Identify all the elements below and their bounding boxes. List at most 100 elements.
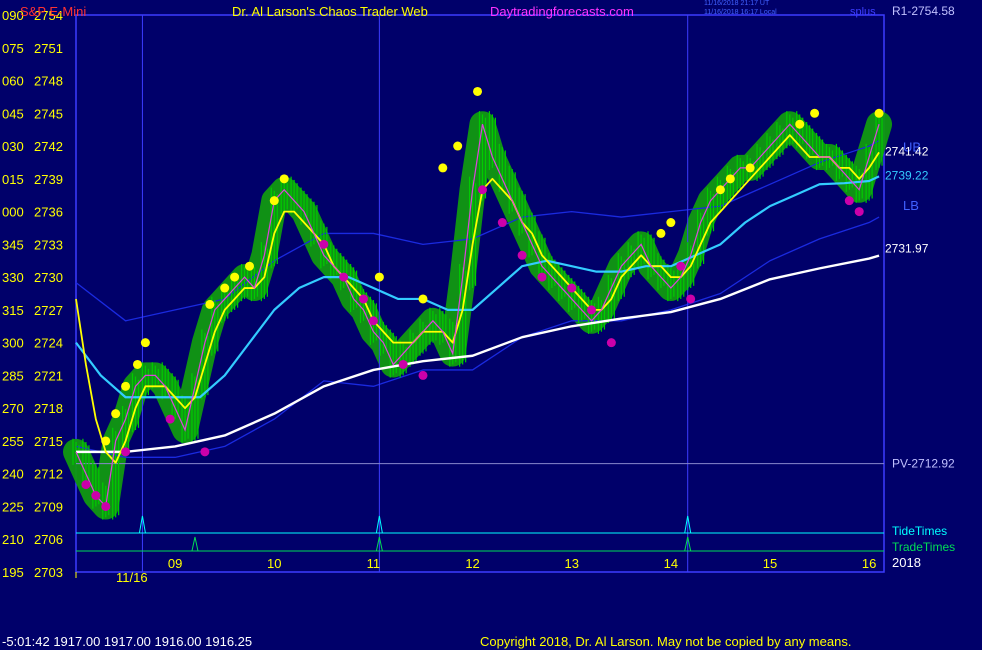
tide-spike: [684, 515, 692, 534]
y-tick-right: 2730: [34, 270, 63, 285]
high-dot: [874, 108, 884, 118]
y-tick-right: 2703: [34, 565, 63, 580]
y-tick-left: 270: [2, 401, 24, 416]
pv-level-label: PV-2712.92: [892, 457, 955, 471]
high-dot: [111, 409, 121, 419]
y-tick-left: 240: [2, 467, 24, 482]
fast-line: [75, 134, 880, 464]
low-dot: [854, 207, 864, 217]
low-dot: [606, 338, 616, 348]
low-dot: [686, 294, 696, 304]
y-tick-right: 2712: [34, 467, 63, 482]
y-axis-labels: 195 2703 210 2706 225 2709 240 2712 255 2715 270 27…: [2, 8, 63, 580]
low-dot: [91, 491, 101, 501]
low-dot: [200, 447, 210, 457]
y-tick-right: 2733: [34, 237, 63, 252]
x-tick-label: 09: [168, 556, 182, 571]
tide-spike: [375, 515, 383, 534]
timing-spikes: [76, 515, 884, 552]
x-tick-label: 16: [862, 556, 876, 571]
y-tick-left: 300: [2, 336, 24, 351]
high-dot: [269, 196, 279, 206]
low-dot: [398, 359, 408, 369]
high-dot: [715, 185, 725, 195]
x-tick-label: 14: [664, 556, 678, 571]
x-tick-label: 12: [465, 556, 479, 571]
high-dot: [453, 141, 463, 151]
low-dot: [339, 272, 349, 282]
y-tick-right: 2742: [34, 139, 63, 154]
y-tick-left: 075: [2, 41, 24, 56]
year-label: 2018: [892, 555, 921, 570]
high-dot: [438, 163, 448, 173]
high-dot: [121, 381, 131, 391]
slow-line: [76, 254, 880, 454]
x-tick-label: 15: [763, 556, 777, 571]
y-tick-right: 2745: [34, 106, 63, 121]
copyright-text: Copyright 2018, Dr. Al Larson. May not b…: [480, 634, 852, 649]
moving-averages: [75, 123, 880, 508]
low-dot: [676, 261, 686, 271]
y-tick-right: 2754: [34, 8, 63, 23]
low-dot: [844, 196, 854, 206]
low-dot: [368, 316, 378, 326]
plot-frame: [75, 14, 885, 573]
instrument-label: S&P E-Mini: [20, 4, 87, 19]
y-tick-left: 210: [2, 532, 24, 547]
trade-spike: [684, 536, 692, 552]
lb-line: [75, 216, 880, 458]
high-dot: [418, 294, 428, 304]
ub-label: UB: [903, 140, 921, 155]
ub-line: [75, 140, 880, 322]
trade-spike: [191, 536, 199, 552]
x-tick-label: 10: [267, 556, 281, 571]
timestamp-ut: 11/16/2018 21:17 UT: [704, 0, 770, 7]
low-dot: [497, 218, 507, 228]
x-tick-label: 13: [564, 556, 578, 571]
y-tick-left: 060: [2, 74, 24, 89]
y-tick-left: 330: [2, 270, 24, 285]
y-tick-left: 090: [2, 8, 24, 23]
date-label: 11/16: [116, 570, 148, 585]
x-axis-labels: 09 10 11 12 13 14 15 16 11/16 2018: [75, 555, 921, 585]
candle-glow: [63, 111, 893, 520]
y-tick-left: 285: [2, 368, 24, 383]
annotations: PV-2712.92 TideTimes TradeTimes UB LB 2741.42…: [885, 140, 955, 554]
y-tick-left: 255: [2, 434, 24, 449]
high-dot: [666, 218, 676, 228]
y-tick-right: 2736: [34, 205, 63, 220]
y-tick-right: 2715: [34, 434, 63, 449]
low-dot: [587, 305, 597, 315]
y-tick-right: 2739: [34, 172, 63, 187]
bands: [75, 140, 880, 458]
mid-last-value: 2739.22: [885, 168, 929, 182]
low-dot: [101, 501, 111, 511]
y-tick-right: 2718: [34, 401, 63, 416]
high-dot: [656, 228, 666, 238]
high-dot: [244, 261, 254, 271]
fast-last-value: 2741.42: [885, 144, 929, 158]
y-tick-right: 2751: [34, 41, 63, 56]
y-tick-left: 195: [2, 565, 24, 580]
low-dot: [165, 414, 175, 424]
low-dot: [537, 272, 547, 282]
session-lines: [141, 15, 689, 572]
y-tick-right: 2706: [34, 532, 63, 547]
y-tick-left: 345: [2, 237, 24, 252]
x-tick-label: 11: [367, 556, 381, 571]
site-title: Dr. Al Larson's Chaos Trader Web: [232, 4, 428, 19]
y-tick-right: 2727: [34, 303, 63, 318]
close-line: [75, 123, 880, 508]
high-dot: [745, 163, 755, 173]
trade-spike: [375, 536, 383, 552]
price-glow: [63, 111, 893, 520]
low-dot: [121, 447, 131, 457]
high-dot: [230, 272, 240, 282]
high-dot: [374, 272, 384, 282]
low-dot: [359, 294, 369, 304]
y-tick-right: 2721: [34, 368, 63, 383]
low-dot: [477, 185, 487, 195]
r1-level-label: R1-2754.58: [892, 4, 955, 18]
site-url-link[interactable]: Daytradingforecasts.com: [490, 4, 634, 19]
high-dot: [140, 338, 150, 348]
